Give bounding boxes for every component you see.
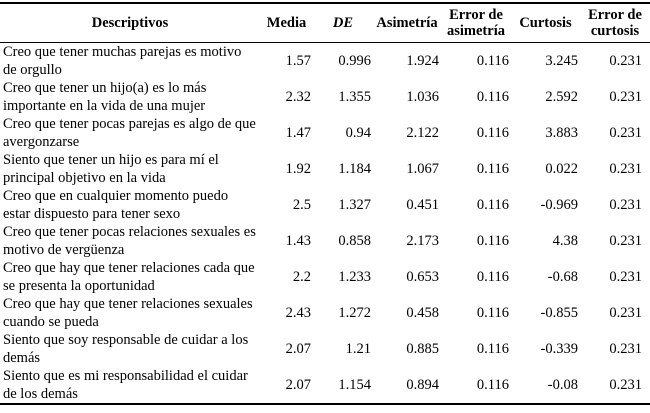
asimetria-value: 2.122 (406, 125, 439, 141)
col-header-curtosis: Curtosis (511, 3, 580, 43)
row-descriptor: Siento que es mi responsabilidad el cuid… (3, 368, 248, 402)
de-value: 0.94 (345, 125, 371, 141)
row-descriptor: Siento que tener un hijo es para mí el p… (3, 152, 219, 186)
error-asimetria-value: 0.116 (476, 233, 509, 249)
curtosis-value: -0.969 (540, 197, 578, 213)
curtosis-value: -0.339 (540, 341, 578, 357)
error-curtosis-value: 0.231 (609, 89, 642, 105)
row-descriptor: Siento que soy responsable de cuidar a l… (3, 332, 249, 366)
curtosis-value: 3.245 (545, 53, 578, 69)
table-row: Siento que es mi responsabilidad el cuid… (0, 367, 650, 404)
table-row: Creo que tener pocas parejas es algo de … (0, 115, 650, 151)
media-value: 2.5 (292, 197, 311, 213)
media-value: 2.2 (292, 269, 311, 285)
media-value: 1.57 (285, 53, 311, 69)
error-curtosis-value: 0.231 (609, 269, 642, 285)
error-asimetria-value: 0.116 (476, 89, 509, 105)
table-body: Creo que tener muchas parejas es motivo … (0, 43, 650, 405)
table-row: Siento que soy responsable de cuidar a l… (0, 331, 650, 367)
error-curtosis-value: 0.231 (609, 161, 642, 177)
error-asimetria-value: 0.116 (476, 341, 509, 357)
col-header-media: Media (260, 3, 313, 43)
media-value: 2.32 (285, 89, 311, 105)
curtosis-value: 2.592 (545, 89, 578, 105)
de-value: 1.154 (338, 377, 371, 393)
media-value: 2.07 (285, 377, 311, 393)
media-value: 1.92 (285, 161, 311, 177)
descriptives-table: Descriptivos Media DE Asimetría Error de… (0, 2, 650, 405)
asimetria-value: 1.924 (406, 53, 439, 69)
de-value: 0.858 (338, 233, 371, 249)
col-header-de: DE (313, 3, 373, 43)
table-row: Creo que tener un hijo(a) es lo más impo… (0, 79, 650, 115)
row-descriptor: Creo que tener muchas parejas es motivo … (3, 44, 242, 78)
error-asimetria-value: 0.116 (476, 161, 509, 177)
asimetria-value: 0.653 (406, 269, 439, 285)
de-value: 1.355 (338, 89, 371, 105)
error-curtosis-value: 0.231 (609, 377, 642, 393)
asimetria-value: 1.067 (406, 161, 439, 177)
de-value: 0.996 (338, 53, 371, 69)
table-row: Creo que en cualquier momento puedo esta… (0, 187, 650, 223)
table-row: Creo que hay que tener relaciones cada q… (0, 259, 650, 295)
error-curtosis-value: 0.231 (609, 125, 642, 141)
asimetria-value: 0.451 (406, 197, 439, 213)
row-descriptor: Creo que tener pocas parejas es algo de … (3, 116, 256, 150)
curtosis-value: 0.022 (545, 161, 578, 177)
table-row: Creo que tener muchas parejas es motivo … (0, 43, 650, 80)
header-row: Descriptivos Media DE Asimetría Error de… (0, 3, 650, 43)
col-header-asimetria: Asimetría (373, 3, 441, 43)
de-value: 1.272 (338, 305, 371, 321)
error-asimetria-value: 0.116 (476, 53, 509, 69)
de-value: 1.21 (345, 341, 371, 357)
asimetria-value: 2.173 (406, 233, 439, 249)
de-value: 1.233 (338, 269, 371, 285)
error-asimetria-value: 0.116 (476, 377, 509, 393)
curtosis-value: 4.38 (552, 233, 578, 249)
error-asimetria-value: 0.116 (476, 125, 509, 141)
error-curtosis-value: 0.231 (609, 305, 642, 321)
row-descriptor: Creo que hay que tener relaciones cada q… (3, 260, 255, 294)
error-asimetria-value: 0.116 (476, 305, 509, 321)
table-row: Creo que hay que tener relaciones sexual… (0, 295, 650, 331)
media-value: 1.47 (285, 125, 311, 141)
error-curtosis-value: 0.231 (609, 341, 642, 357)
error-asimetria-value: 0.116 (476, 269, 509, 285)
de-value: 1.327 (338, 197, 371, 213)
row-descriptor: Creo que hay que tener relaciones sexual… (3, 296, 253, 330)
row-descriptor: Creo que tener un hijo(a) es lo más impo… (3, 80, 207, 114)
error-asimetria-value: 0.116 (476, 197, 509, 213)
asimetria-value: 0.458 (406, 305, 439, 321)
col-header-error-curtosis: Error de curtosis (580, 3, 650, 43)
media-value: 2.07 (285, 341, 311, 357)
error-curtosis-value: 0.231 (609, 53, 642, 69)
curtosis-value: -0.08 (547, 377, 578, 393)
curtosis-value: -0.855 (540, 305, 578, 321)
table-row: Creo que tener pocas relaciones sexuales… (0, 223, 650, 259)
asimetria-value: 0.894 (406, 377, 439, 393)
error-curtosis-value: 0.231 (609, 197, 642, 213)
curtosis-value: -0.68 (547, 269, 578, 285)
row-descriptor: Creo que en cualquier momento puedo esta… (3, 188, 229, 222)
asimetria-value: 1.036 (406, 89, 439, 105)
col-header-error-asimetria: Error de asimetría (441, 3, 511, 43)
de-value: 1.184 (338, 161, 371, 177)
asimetria-value: 0.885 (406, 341, 439, 357)
media-value: 2.43 (285, 305, 311, 321)
row-descriptor: Creo que tener pocas relaciones sexuales… (3, 224, 256, 258)
col-header-descriptivos: Descriptivos (0, 3, 260, 43)
error-curtosis-value: 0.231 (609, 233, 642, 249)
table-row: Siento que tener un hijo es para mí el p… (0, 151, 650, 187)
media-value: 1.43 (285, 233, 311, 249)
curtosis-value: 3.883 (545, 125, 578, 141)
